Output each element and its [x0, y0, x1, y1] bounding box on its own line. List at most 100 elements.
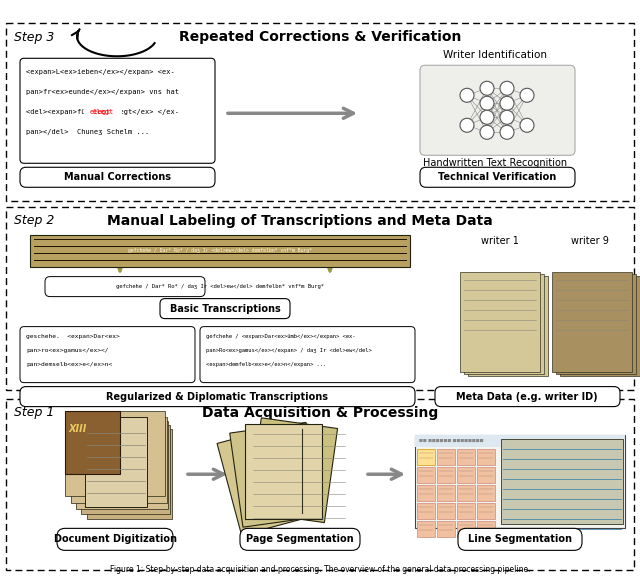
- Text: Step 1: Step 1: [15, 406, 55, 419]
- Bar: [76, 421, 168, 509]
- FancyBboxPatch shape: [45, 276, 205, 297]
- FancyBboxPatch shape: [20, 327, 195, 382]
- Bar: [457, 485, 475, 501]
- Bar: [560, 276, 640, 375]
- Bar: [85, 417, 147, 507]
- Bar: [477, 521, 495, 537]
- Bar: [65, 411, 120, 474]
- Bar: [468, 276, 548, 375]
- Bar: [245, 424, 322, 519]
- Circle shape: [500, 81, 514, 95]
- Bar: [457, 503, 475, 519]
- Bar: [552, 272, 632, 372]
- Bar: [457, 467, 475, 482]
- Bar: [464, 274, 544, 374]
- Circle shape: [460, 118, 474, 132]
- Text: pan></del>  Chuneʒ Schelm ...: pan></del> Chuneʒ Schelm ...: [26, 129, 149, 135]
- FancyBboxPatch shape: [200, 327, 415, 382]
- Text: Document Digitization: Document Digitization: [54, 534, 177, 544]
- Circle shape: [480, 81, 494, 95]
- Bar: [437, 503, 455, 519]
- Text: elegt: elegt: [90, 109, 111, 115]
- Bar: [230, 423, 319, 527]
- Bar: [65, 411, 165, 496]
- Text: Manual Corrections: Manual Corrections: [63, 172, 170, 182]
- Bar: [477, 467, 495, 482]
- FancyBboxPatch shape: [20, 167, 215, 187]
- Circle shape: [520, 118, 534, 132]
- Text: geschehe.  <expan>Dar<ex>: geschehe. <expan>Dar<ex>: [26, 334, 120, 339]
- Text: Technical Verification: Technical Verification: [438, 172, 556, 182]
- Text: Repeated Corrections & Verification: Repeated Corrections & Verification: [179, 30, 461, 44]
- Bar: [415, 435, 625, 446]
- FancyBboxPatch shape: [435, 386, 620, 407]
- Text: ■■ ■■■■■■ ■■■■■■■■: ■■ ■■■■■■ ■■■■■■■■: [419, 439, 483, 443]
- Text: Regularized & Diplomatic Transcriptions: Regularized & Diplomatic Transcriptions: [106, 392, 328, 402]
- FancyBboxPatch shape: [20, 386, 415, 407]
- Bar: [87, 429, 172, 519]
- Circle shape: [500, 96, 514, 110]
- Bar: [30, 235, 410, 267]
- Text: gefchehe / Dar* Ro* / daʒ Ir <del>ew</del> demfelbn* vnf*m Burg*: gefchehe / Dar* Ro* / daʒ Ir <del>ew</de…: [128, 248, 312, 253]
- FancyBboxPatch shape: [84, 105, 122, 119]
- Bar: [71, 417, 167, 503]
- Bar: [81, 425, 170, 514]
- FancyBboxPatch shape: [240, 528, 360, 551]
- Text: Figure 1: Step-by-step data acquisition and processing. The overview of the gene: Figure 1: Step-by-step data acquisition …: [109, 566, 531, 574]
- Text: pan>demselb<ex>e</ex>n<: pan>demselb<ex>e</ex>n<: [26, 362, 112, 367]
- Text: pan>ro<ex>gamus</ex></: pan>ro<ex>gamus</ex></: [26, 348, 109, 353]
- Bar: [437, 467, 455, 482]
- Bar: [437, 449, 455, 464]
- Text: XIII: XIII: [69, 424, 87, 434]
- Bar: [501, 439, 623, 524]
- Bar: [217, 424, 316, 535]
- Circle shape: [460, 88, 474, 102]
- Bar: [417, 521, 435, 537]
- Text: Line Segmentation: Line Segmentation: [468, 534, 572, 544]
- Bar: [6, 23, 634, 201]
- Text: <del><expan>fürg<ex>elegt</ex> </ex-: <del><expan>fürg<ex>elegt</ex> </ex-: [26, 109, 179, 115]
- Text: pan>fr<ex>eunde</ex></expan> vns hat: pan>fr<ex>eunde</ex></expan> vns hat: [26, 89, 179, 95]
- Text: <expan>L<ex>ieben</ex></expan> <ex-: <expan>L<ex>ieben</ex></expan> <ex-: [26, 69, 175, 75]
- Text: Step 2: Step 2: [15, 214, 55, 227]
- Bar: [457, 449, 475, 464]
- Text: Data Acquisition & Processing: Data Acquisition & Processing: [202, 406, 438, 420]
- Text: gefchehe / <expan>Dar<ex>ümb</ex></expan> <ex-: gefchehe / <expan>Dar<ex>ümb</ex></expan…: [206, 334, 355, 339]
- Text: Page Segmentation: Page Segmentation: [246, 534, 354, 544]
- Text: writer 1: writer 1: [481, 236, 519, 246]
- Bar: [437, 521, 455, 537]
- Bar: [417, 503, 435, 519]
- Bar: [248, 418, 337, 523]
- Text: Handwritten Text Recognition: Handwritten Text Recognition: [423, 158, 567, 168]
- Bar: [460, 272, 540, 372]
- Bar: [437, 485, 455, 501]
- Text: gefchehe / Dar* Ro* / daʒ Ir <del>ew</del> demfelbn* vnf*m Burg*: gefchehe / Dar* Ro* / daʒ Ir <del>ew</de…: [116, 284, 324, 289]
- Bar: [417, 485, 435, 501]
- Circle shape: [500, 125, 514, 139]
- Text: <expan>demfelb<ex>e</ex>n</expan> ...: <expan>demfelb<ex>e</ex>n</expan> ...: [206, 362, 326, 367]
- Text: writer 9: writer 9: [571, 236, 609, 246]
- Text: Writer Identification: Writer Identification: [443, 50, 547, 61]
- Circle shape: [500, 110, 514, 125]
- Text: Basic Transcriptions: Basic Transcriptions: [170, 304, 280, 314]
- FancyBboxPatch shape: [458, 528, 582, 551]
- Bar: [477, 449, 495, 464]
- Circle shape: [520, 88, 534, 102]
- Bar: [556, 274, 636, 374]
- FancyBboxPatch shape: [420, 65, 575, 155]
- Bar: [457, 521, 475, 537]
- Text: Meta Data (e.g. writer ID): Meta Data (e.g. writer ID): [456, 392, 598, 402]
- Text: elegt: elegt: [93, 109, 115, 115]
- Bar: [415, 435, 625, 528]
- Bar: [417, 467, 435, 482]
- FancyBboxPatch shape: [160, 299, 290, 318]
- Circle shape: [480, 96, 494, 110]
- FancyBboxPatch shape: [20, 58, 215, 164]
- FancyBboxPatch shape: [420, 167, 575, 187]
- FancyBboxPatch shape: [57, 528, 173, 551]
- Text: Manual Labeling of Transcriptions and Meta Data: Manual Labeling of Transcriptions and Me…: [107, 214, 493, 228]
- Text: Step 3: Step 3: [15, 31, 55, 44]
- Circle shape: [480, 110, 494, 125]
- Text: pan>Ro<ex>gamus</ex></expan> / daʒ Ir <del>ew</del>: pan>Ro<ex>gamus</ex></expan> / daʒ Ir <d…: [206, 348, 372, 353]
- Bar: [417, 449, 435, 464]
